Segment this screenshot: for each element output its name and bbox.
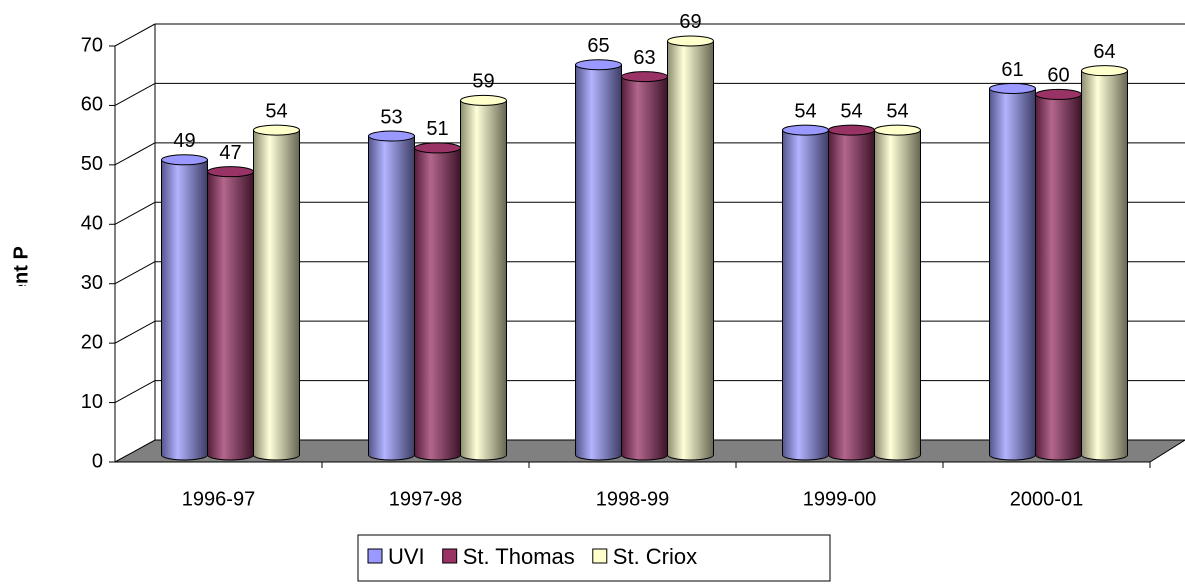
bar [989,87,1036,461]
bar-top [828,124,875,136]
data-label: 53 [380,106,402,128]
bar-top [207,166,254,178]
bar-top [874,124,921,136]
data-label: 60 [1047,65,1069,87]
grid-line [114,23,156,47]
legend-label: UVI [388,544,425,569]
data-label: 69 [679,11,701,33]
bar [1081,70,1128,461]
legend-label: St. Thomas [463,544,575,569]
y-tick-label: 0 [92,450,103,472]
bar-top [414,142,461,154]
x-tick-label: 1998-99 [596,488,669,510]
bar-top [460,94,507,106]
bar-top [368,130,415,142]
bar-top [989,82,1036,94]
data-label: 54 [794,100,816,122]
y-axis-label: Percent Passed [10,190,32,339]
bar-top [621,71,668,83]
bar [667,40,714,461]
legend-swatch [592,548,608,564]
x-tick-label: 2000-01 [1010,488,1083,510]
bar [874,129,921,461]
grid-line [114,380,156,404]
legend-label: St. Criox [613,544,697,569]
bar [1035,93,1082,461]
grid-line [114,201,156,225]
data-label: 54 [265,100,287,122]
y-tick-label: 60 [81,94,103,116]
y-tick-label: 50 [81,153,103,175]
grid-line [114,261,156,285]
bar [368,135,415,461]
x-tick-label: 1996-97 [182,488,255,510]
bar-top [667,35,714,47]
data-label: 59 [472,71,494,93]
bar-top [1081,65,1128,77]
data-label: 63 [633,47,655,69]
data-label: 54 [886,100,908,122]
bar [414,147,461,461]
bar [460,99,507,461]
bar [207,171,254,461]
data-label: 61 [1001,59,1023,81]
data-label: 47 [219,142,241,164]
bar [161,159,208,461]
x-tick-label: 1997-98 [389,488,462,510]
data-label: 54 [840,100,862,122]
y-tick-label: 20 [81,331,103,353]
bar-top [161,154,208,166]
x-tick-label: 1999-00 [803,488,876,510]
bar-top [253,124,300,136]
legend-swatch [442,548,458,564]
grid-line [114,142,156,166]
y-tick-label: 70 [81,34,103,56]
legend-swatch [367,548,383,564]
bar [782,129,829,461]
grid-line [114,320,156,344]
y-tick-label: 30 [81,272,103,294]
bar [575,64,622,461]
data-label: 51 [426,118,448,140]
data-label: 64 [1093,41,1115,63]
bar-top [575,59,622,71]
grid-line [114,82,156,106]
data-label: 49 [173,130,195,152]
bar-top [782,124,829,136]
y-tick-label: 40 [81,213,103,235]
bar [621,76,668,461]
y-tick-label: 10 [81,391,103,413]
bar-top [1035,88,1082,100]
data-label: 65 [587,35,609,57]
bar [828,129,875,461]
bar [253,129,300,461]
